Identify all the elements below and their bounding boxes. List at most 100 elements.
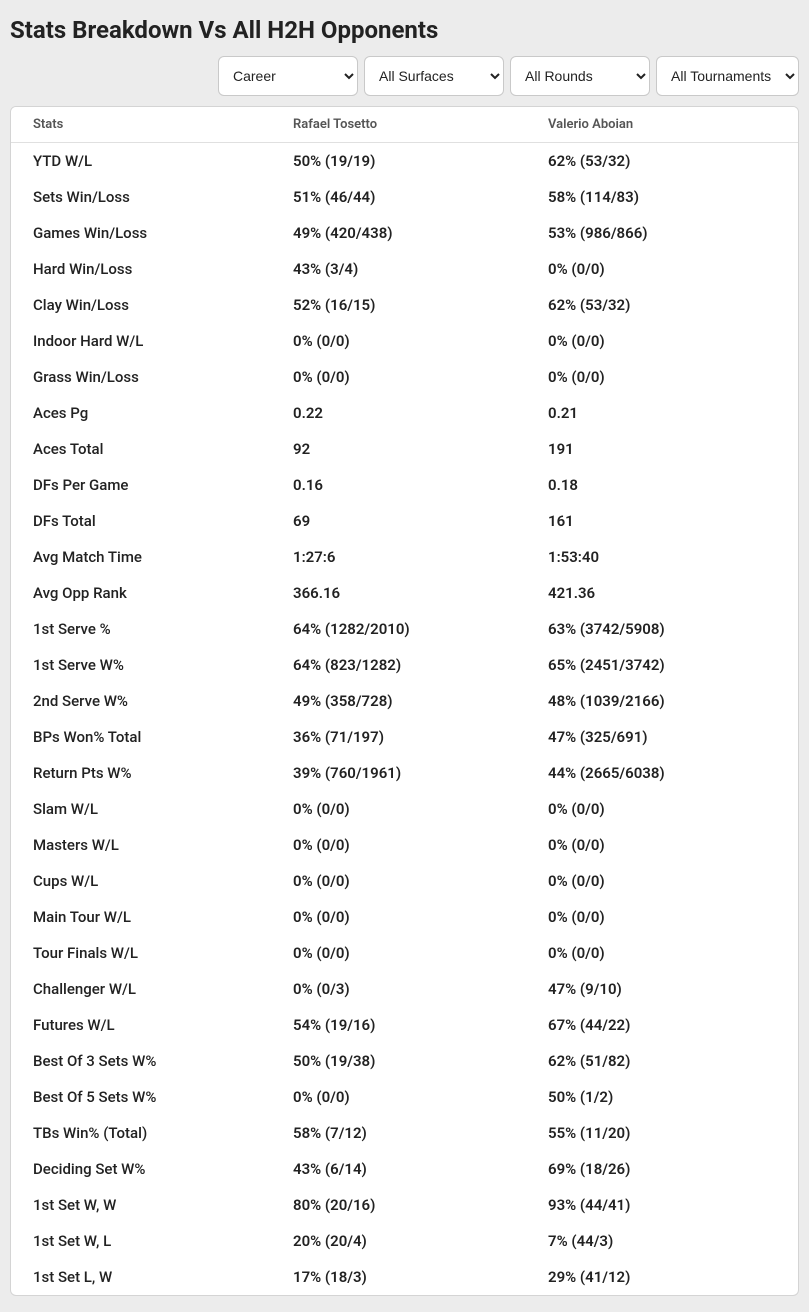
- player2-value: 69% (18/26): [528, 1151, 798, 1187]
- table-row: Slam W/L0% (0/0)0% (0/0): [11, 791, 798, 827]
- player2-value: 0% (0/0): [528, 359, 798, 395]
- col-header-player2: Valerio Aboian: [528, 107, 798, 143]
- stat-label: Return Pts W%: [11, 755, 273, 791]
- stat-label: Avg Opp Rank: [11, 575, 273, 611]
- player1-value: 50% (19/38): [273, 1043, 528, 1079]
- player1-value: 64% (1282/2010): [273, 611, 528, 647]
- player1-value: 0.22: [273, 395, 528, 431]
- stat-label: Cups W/L: [11, 863, 273, 899]
- period-select[interactable]: Career: [218, 56, 358, 96]
- stat-label: Avg Match Time: [11, 539, 273, 575]
- player1-value: 0% (0/0): [273, 359, 528, 395]
- player1-value: 0% (0/0): [273, 935, 528, 971]
- player2-value: 63% (3742/5908): [528, 611, 798, 647]
- table-row: Aces Total92191: [11, 431, 798, 467]
- player1-value: 43% (3/4): [273, 251, 528, 287]
- player1-value: 36% (71/197): [273, 719, 528, 755]
- stat-label: Slam W/L: [11, 791, 273, 827]
- table-row: Futures W/L54% (19/16)67% (44/22): [11, 1007, 798, 1043]
- table-row: Indoor Hard W/L0% (0/0)0% (0/0): [11, 323, 798, 359]
- player2-value: 0% (0/0): [528, 899, 798, 935]
- stat-label: Aces Total: [11, 431, 273, 467]
- table-row: Avg Opp Rank366.16421.36: [11, 575, 798, 611]
- round-select[interactable]: All Rounds: [510, 56, 650, 96]
- player1-value: 92: [273, 431, 528, 467]
- player2-value: 421.36: [528, 575, 798, 611]
- stat-label: Best Of 5 Sets W%: [11, 1079, 273, 1115]
- player1-value: 0.16: [273, 467, 528, 503]
- table-row: BPs Won% Total36% (71/197)47% (325/691): [11, 719, 798, 755]
- player2-value: 0.21: [528, 395, 798, 431]
- player2-value: 0% (0/0): [528, 863, 798, 899]
- stat-label: TBs Win% (Total): [11, 1115, 273, 1151]
- table-row: Tour Finals W/L0% (0/0)0% (0/0): [11, 935, 798, 971]
- stat-label: Deciding Set W%: [11, 1151, 273, 1187]
- player2-value: 62% (53/32): [528, 143, 798, 180]
- player1-value: 69: [273, 503, 528, 539]
- player2-value: 0% (0/0): [528, 791, 798, 827]
- table-row: Deciding Set W%43% (6/14)69% (18/26): [11, 1151, 798, 1187]
- table-row: Challenger W/L0% (0/3)47% (9/10): [11, 971, 798, 1007]
- stat-label: Indoor Hard W/L: [11, 323, 273, 359]
- stat-label: DFs Per Game: [11, 467, 273, 503]
- player1-value: 20% (20/4): [273, 1223, 528, 1259]
- player1-value: 17% (18/3): [273, 1259, 528, 1295]
- player2-value: 7% (44/3): [528, 1223, 798, 1259]
- player2-value: 191: [528, 431, 798, 467]
- table-row: Best Of 5 Sets W%0% (0/0)50% (1/2): [11, 1079, 798, 1115]
- stat-label: 1st Serve %: [11, 611, 273, 647]
- table-row: 1st Serve %64% (1282/2010)63% (3742/5908…: [11, 611, 798, 647]
- stat-label: Challenger W/L: [11, 971, 273, 1007]
- stat-label: Hard Win/Loss: [11, 251, 273, 287]
- table-row: Main Tour W/L0% (0/0)0% (0/0): [11, 899, 798, 935]
- stat-label: 1st Serve W%: [11, 647, 273, 683]
- table-row: DFs Total69161: [11, 503, 798, 539]
- surface-select[interactable]: All Surfaces: [364, 56, 504, 96]
- stat-label: YTD W/L: [11, 143, 273, 180]
- player2-value: 65% (2451/3742): [528, 647, 798, 683]
- player1-value: 58% (7/12): [273, 1115, 528, 1151]
- player1-value: 39% (760/1961): [273, 755, 528, 791]
- player2-value: 0% (0/0): [528, 323, 798, 359]
- stat-label: Futures W/L: [11, 1007, 273, 1043]
- player1-value: 0% (0/0): [273, 1079, 528, 1115]
- player1-value: 80% (20/16): [273, 1187, 528, 1223]
- player2-value: 62% (53/32): [528, 287, 798, 323]
- player2-value: 161: [528, 503, 798, 539]
- player1-value: 64% (823/1282): [273, 647, 528, 683]
- player1-value: 0% (0/0): [273, 863, 528, 899]
- player2-value: 50% (1/2): [528, 1079, 798, 1115]
- tournament-select[interactable]: All Tournaments: [656, 56, 799, 96]
- player1-value: 0% (0/0): [273, 899, 528, 935]
- player1-value: 0% (0/3): [273, 971, 528, 1007]
- player2-value: 47% (325/691): [528, 719, 798, 755]
- player2-value: 44% (2665/6038): [528, 755, 798, 791]
- player2-value: 0% (0/0): [528, 251, 798, 287]
- table-row: Grass Win/Loss0% (0/0)0% (0/0): [11, 359, 798, 395]
- player1-value: 51% (46/44): [273, 179, 528, 215]
- player2-value: 29% (41/12): [528, 1259, 798, 1295]
- player2-value: 53% (986/866): [528, 215, 798, 251]
- table-row: 1st Set L, W17% (18/3)29% (41/12): [11, 1259, 798, 1295]
- table-row: Avg Match Time1:27:61:53:40: [11, 539, 798, 575]
- player1-value: 0% (0/0): [273, 827, 528, 863]
- table-row: 1st Serve W%64% (823/1282)65% (2451/3742…: [11, 647, 798, 683]
- table-row: Return Pts W%39% (760/1961)44% (2665/603…: [11, 755, 798, 791]
- stat-label: Sets Win/Loss: [11, 179, 273, 215]
- stats-table: Stats Rafael Tosetto Valerio Aboian YTD …: [11, 107, 798, 1295]
- table-row: 2nd Serve W%49% (358/728)48% (1039/2166): [11, 683, 798, 719]
- player1-value: 49% (358/728): [273, 683, 528, 719]
- stat-label: 2nd Serve W%: [11, 683, 273, 719]
- player2-value: 1:53:40: [528, 539, 798, 575]
- stats-table-wrap: Stats Rafael Tosetto Valerio Aboian YTD …: [10, 106, 799, 1296]
- stat-label: Masters W/L: [11, 827, 273, 863]
- player2-value: 62% (51/82): [528, 1043, 798, 1079]
- table-row: Best Of 3 Sets W%50% (19/38)62% (51/82): [11, 1043, 798, 1079]
- player1-value: 43% (6/14): [273, 1151, 528, 1187]
- table-header-row: Stats Rafael Tosetto Valerio Aboian: [11, 107, 798, 143]
- stat-label: Aces Pg: [11, 395, 273, 431]
- stat-label: Best Of 3 Sets W%: [11, 1043, 273, 1079]
- player1-value: 1:27:6: [273, 539, 528, 575]
- player1-value: 54% (19/16): [273, 1007, 528, 1043]
- table-row: Clay Win/Loss52% (16/15)62% (53/32): [11, 287, 798, 323]
